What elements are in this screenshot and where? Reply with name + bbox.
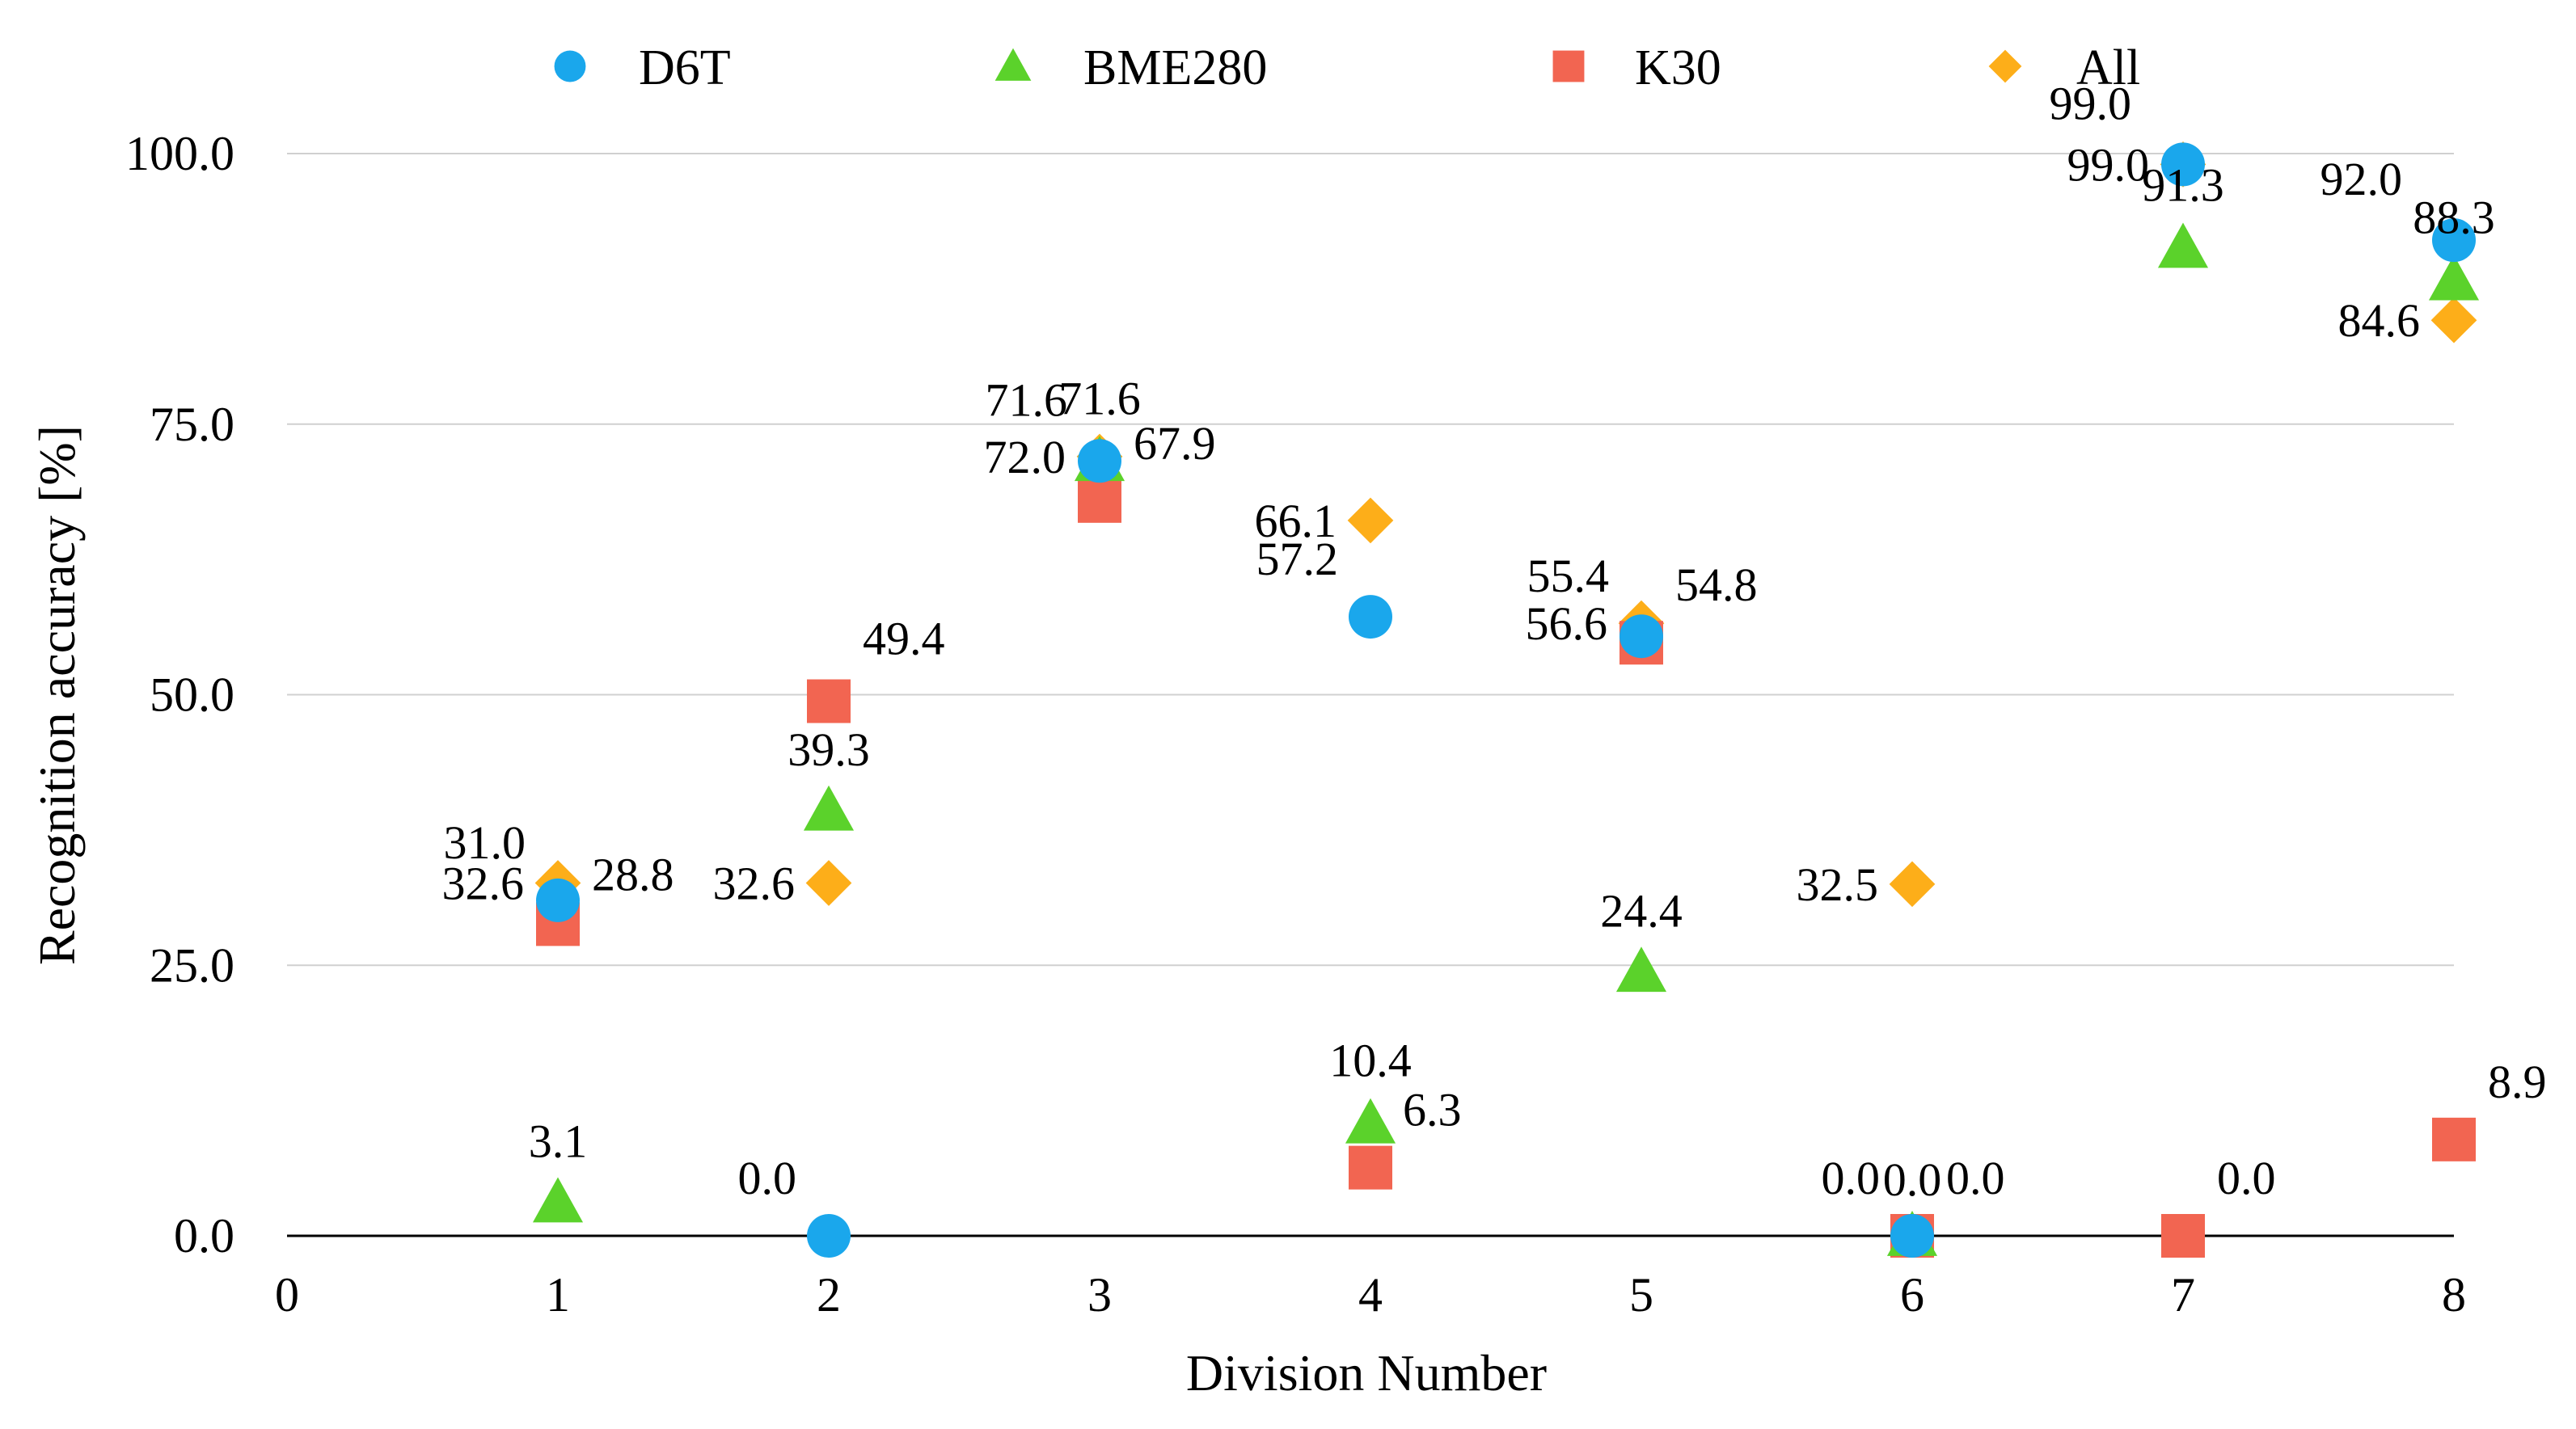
data-label-bme280-7: 91.3 — [2142, 158, 2224, 211]
marker-all-4 — [1347, 497, 1394, 544]
data-label-k30-3: 67.9 — [1134, 417, 1216, 470]
marker-d6t-5 — [1620, 614, 1663, 659]
data-label-bme280-2: 39.3 — [788, 723, 870, 776]
x-tick-label: 4 — [1358, 1268, 1383, 1322]
data-label-k30-8: 8.9 — [2488, 1056, 2547, 1108]
legend-label-all: All — [2076, 40, 2140, 95]
legend-item-d6t: D6T — [554, 40, 731, 95]
x-tick-label: 6 — [1900, 1268, 1924, 1322]
data-label-d6t-7: 99.0 — [2050, 77, 2132, 129]
marker-all-6 — [1889, 861, 1936, 908]
y-axis-title: Recognition accuracy [%] — [28, 425, 86, 965]
marker-k30-3 — [1078, 478, 1121, 523]
data-label-bme280-1: 3.1 — [529, 1115, 588, 1167]
data-label-all-5: 56.6 — [1526, 597, 1608, 650]
legend-label-d6t: D6T — [639, 40, 731, 95]
data-labels: 31.0 0.0 71.6 57.2 55.4 0.0 99.0 92.0 3.1 39.3 71.… — [442, 77, 2547, 1206]
legend-marker-bme280 — [995, 48, 1032, 81]
x-tick-label: 7 — [2171, 1268, 2195, 1322]
marker-bme280-1 — [532, 1177, 584, 1223]
marker-all-2 — [805, 860, 852, 906]
marker-d6t-6 — [1890, 1214, 1934, 1258]
data-label-all-2: 32.6 — [713, 857, 796, 909]
marker-bme280-2 — [803, 785, 855, 831]
legend-item-all: All — [1988, 40, 2140, 95]
axes: 0.0 25.0 50.0 75.0 100.0 0 1 2 3 4 5 6 7 8 — [125, 127, 2466, 1322]
legend-label-bme280: BME280 — [1083, 40, 1267, 95]
data-label-bme280-8: 88.3 — [2413, 192, 2495, 244]
marker-bme280-8 — [2428, 255, 2480, 301]
y-tick-label: 50.0 — [150, 668, 234, 722]
legend-marker-k30 — [1552, 50, 1585, 82]
data-label-d6t-6: 0.0 — [1822, 1152, 1881, 1204]
x-axis-title: Division Number — [1186, 1344, 1547, 1402]
legend-marker-all — [1988, 49, 2022, 83]
x-tick-label: 8 — [2442, 1268, 2466, 1322]
data-label-d6t-8: 92.0 — [2321, 153, 2403, 205]
data-markers — [532, 141, 2480, 1258]
data-label-k30-4: 6.3 — [1403, 1084, 1462, 1136]
marker-d6t-7 — [2161, 142, 2205, 187]
x-tick-label: 3 — [1087, 1268, 1112, 1322]
marker-k30-7 — [2161, 1214, 2205, 1258]
marker-bme280-7 — [2157, 222, 2209, 268]
legend: D6T BME280 K30 All — [554, 40, 2140, 95]
marker-d6t-3 — [1078, 439, 1121, 483]
data-label-k30-5: 54.8 — [1675, 559, 1758, 611]
data-label-d6t-4: 57.2 — [1256, 533, 1339, 585]
marker-bme280-4 — [1345, 1098, 1396, 1144]
x-tick-label: 0 — [275, 1268, 299, 1322]
data-label-all-6: 32.5 — [1797, 858, 1879, 911]
marker-k30-4 — [1349, 1145, 1392, 1190]
y-tick-label: 75.0 — [150, 398, 234, 451]
data-label-bme280-3: 71.6 — [1058, 372, 1141, 424]
marker-d6t-8 — [2432, 218, 2476, 263]
data-label-bme280-4: 10.4 — [1329, 1035, 1412, 1087]
data-label-d6t-1: 31.0 — [444, 816, 526, 869]
data-label-all-8: 84.6 — [2338, 294, 2421, 347]
legend-marker-d6t — [554, 50, 586, 82]
marker-d6t-2 — [807, 1214, 851, 1258]
data-label-k30-1: 28.8 — [592, 848, 674, 900]
marker-all-8 — [2430, 297, 2477, 344]
data-label-d6t-2: 0.0 — [738, 1152, 797, 1204]
marker-d6t-1 — [536, 878, 580, 922]
data-label-k30-2: 49.4 — [863, 613, 945, 665]
x-tick-label: 2 — [817, 1268, 841, 1322]
gridlines — [287, 153, 2454, 967]
legend-item-bme280: BME280 — [995, 40, 1267, 95]
y-tick-label: 100.0 — [125, 127, 234, 180]
data-label-all-3: 72.0 — [984, 431, 1066, 483]
y-tick-label: 25.0 — [150, 938, 234, 992]
data-label-bme280-6: 0.0 — [1883, 1153, 1942, 1206]
data-label-bme280-5: 24.4 — [1600, 884, 1683, 937]
data-label-d6t-5: 55.4 — [1527, 550, 1610, 602]
data-label-all-4: 66.1 — [1255, 495, 1337, 547]
x-tick-label: 5 — [1629, 1268, 1653, 1322]
data-label-k30-7: 0.0 — [2217, 1152, 2276, 1204]
legend-label-k30: K30 — [1635, 40, 1721, 95]
data-label-all-1: 32.6 — [442, 857, 525, 909]
data-label-d6t-3: 71.6 — [986, 373, 1068, 426]
data-label-all-7: 99.0 — [2067, 138, 2150, 191]
marker-k30-8 — [2432, 1117, 2476, 1161]
marker-k30-2 — [807, 679, 851, 723]
y-tick-label: 0.0 — [174, 1209, 234, 1262]
marker-d6t-4 — [1349, 595, 1392, 639]
data-label-k30-6: 0.0 — [1946, 1152, 2005, 1204]
x-tick-label: 1 — [546, 1268, 570, 1322]
legend-item-k30: K30 — [1552, 40, 1721, 95]
marker-bme280-5 — [1615, 946, 1667, 993]
